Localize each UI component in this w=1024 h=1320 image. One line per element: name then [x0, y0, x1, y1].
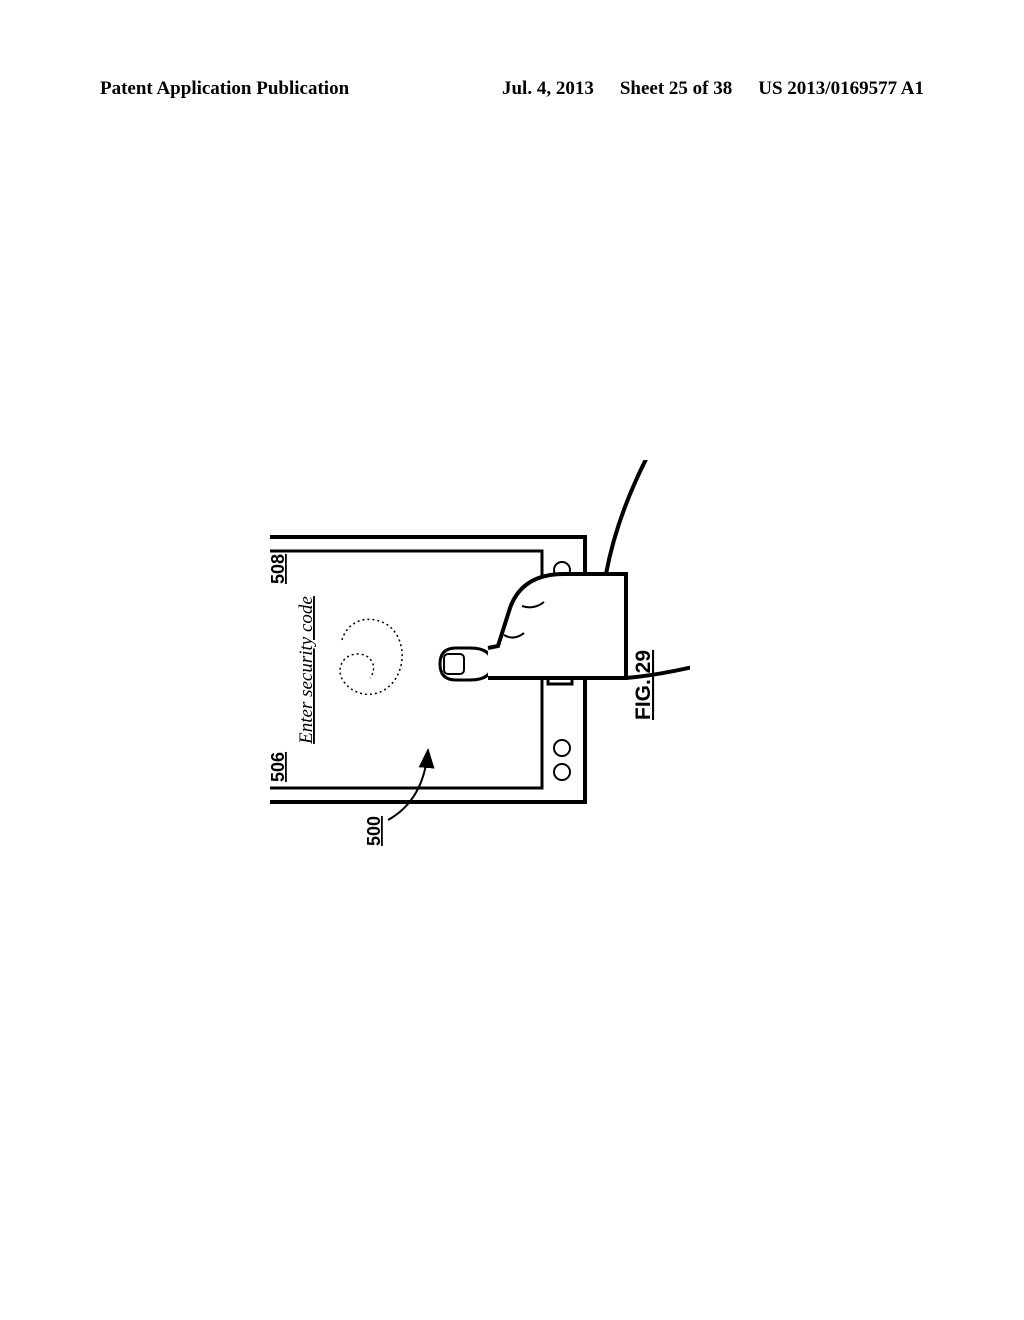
ref-label-508: 508 [270, 554, 288, 584]
figure-number-label: FIG. 29 [632, 650, 655, 720]
figure-svg: 506 508 Enter security code 500 FIG. 29 [270, 460, 690, 940]
page-header: Patent Application Publication Jul. 4, 2… [0, 78, 1024, 100]
publication-date: Jul. 4, 2013 [502, 78, 594, 100]
sheet-number: Sheet 25 of 38 [620, 78, 732, 100]
prompt-text: Enter security code [296, 596, 317, 745]
ref-label-500: 500 [364, 816, 384, 846]
publication-number: US 2013/0169577 A1 [758, 78, 924, 100]
ref-label-506: 506 [270, 752, 288, 782]
patent-figure: 506 508 Enter security code 500 FIG. 29 [270, 460, 690, 940]
ref-pointer-500 [388, 750, 428, 820]
publication-type: Patent Application Publication [100, 78, 349, 100]
